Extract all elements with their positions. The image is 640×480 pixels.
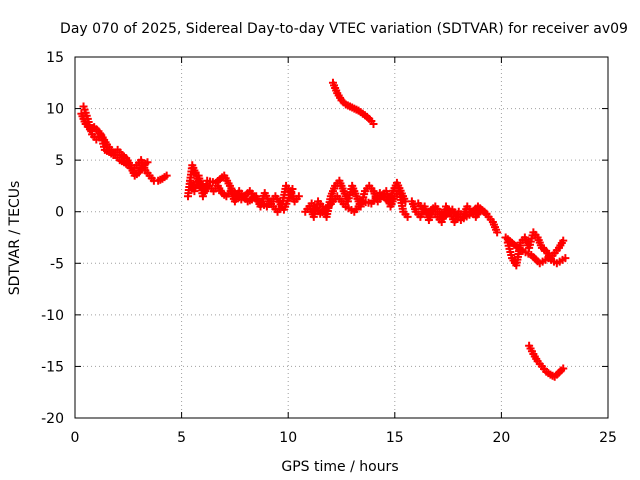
y-tick-label: 5 (55, 153, 64, 169)
data-point (294, 192, 303, 201)
data-point (493, 228, 502, 237)
y-tick-label: -10 (41, 308, 64, 324)
y-tick-label: 15 (46, 50, 64, 66)
x-tick-label: 0 (71, 430, 80, 446)
x-tick-label: 25 (599, 430, 617, 446)
data-point (288, 185, 297, 194)
x-tick-label: 5 (177, 430, 186, 446)
chart-title: Day 070 of 2025, Sidereal Day-to-day VTE… (60, 21, 628, 37)
y-tick-label: -20 (41, 411, 64, 427)
y-tick-label: 0 (55, 205, 64, 221)
y-tick-label: -15 (41, 359, 64, 375)
data-points (77, 78, 570, 381)
x-tick-label: 20 (492, 430, 510, 446)
data-point (162, 171, 171, 180)
data-point (482, 209, 491, 218)
data-point (561, 254, 570, 263)
x-tick-label: 15 (386, 430, 404, 446)
grid-lines (75, 57, 608, 418)
y-axis-label: SDTVAR / TECUs (7, 181, 23, 296)
x-axis-label: GPS time / hours (281, 459, 398, 475)
data-point (403, 212, 412, 221)
axis-ticks: 0 5 10 15 20 25 -20 -15 -10 -5 0 5 10 15 (41, 50, 617, 446)
x-tick-label: 10 (279, 430, 297, 446)
data-point (559, 364, 568, 373)
data-point (369, 120, 378, 129)
data-point (559, 236, 568, 245)
y-tick-label: 10 (46, 102, 64, 118)
data-point (143, 158, 152, 167)
y-tick-label: -5 (50, 256, 64, 272)
plot-frame (74, 56, 609, 419)
